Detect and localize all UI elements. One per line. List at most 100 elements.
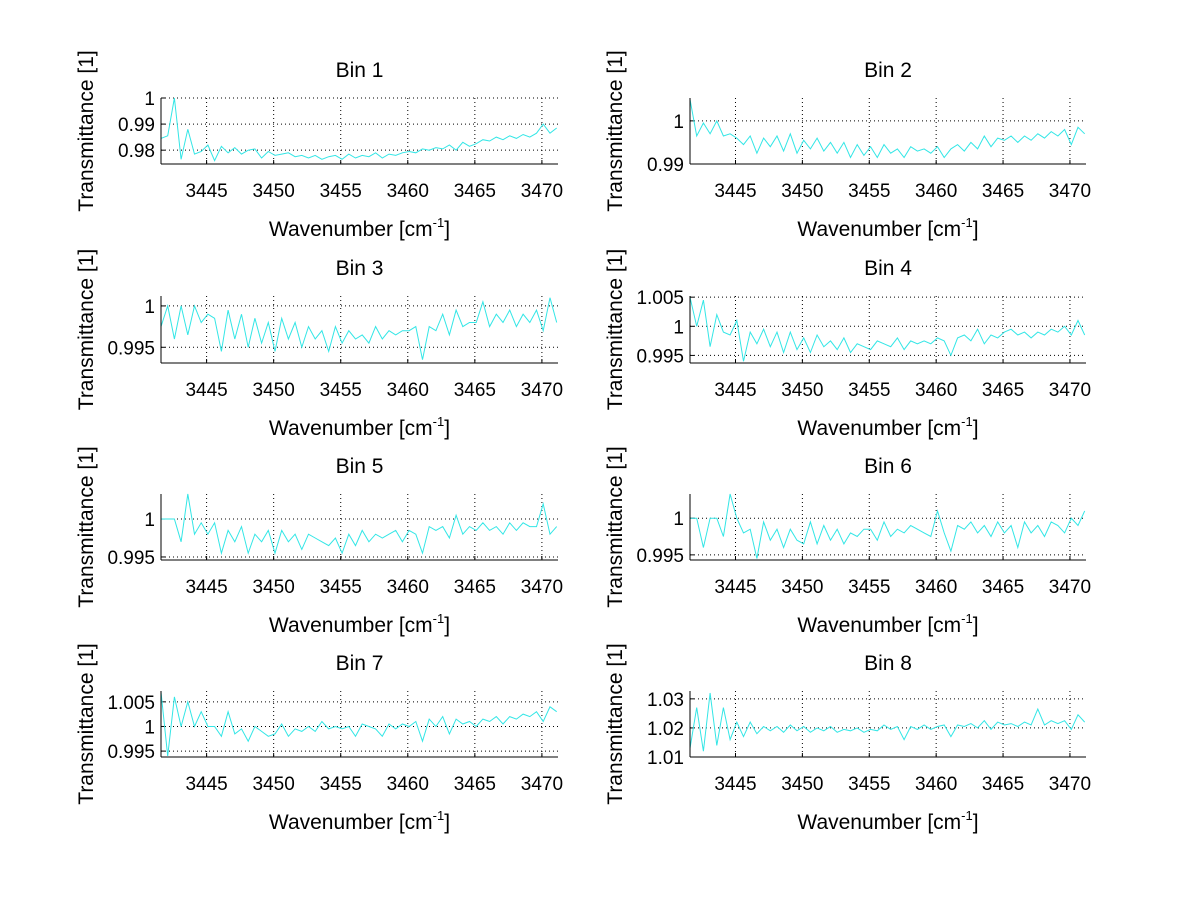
subplot-bin-2: 3445 3450 3455 3460 3465 3470 0.99 1 Bin 2 Wavenu… bbox=[604, 50, 1091, 241]
x-axis-label-main: Wavenumber [cm bbox=[269, 811, 433, 834]
x-tick-label: 3460 bbox=[915, 774, 957, 795]
subplot-bin-7: 3445 3450 3455 3460 3465 3470 0.995 1 1.005 Bin 7… bbox=[75, 643, 563, 834]
subplot-bin-1: 3445 3450 3455 3460 3465 3470 0.98 0.99 1 Bin 1 Wa… bbox=[75, 50, 563, 241]
x-tick-label: 3455 bbox=[320, 577, 362, 598]
x-tick-label: 3465 bbox=[454, 774, 496, 795]
x-axis-label-superscript: -1 bbox=[433, 808, 445, 823]
x-axis-label-superscript: -1 bbox=[961, 414, 973, 429]
subplot-title: Bin 5 bbox=[336, 455, 384, 478]
y-tick-label: 0.995 bbox=[107, 548, 155, 569]
subplot-title: Bin 4 bbox=[864, 257, 912, 280]
x-tick-label: 3450 bbox=[253, 774, 295, 795]
y-axis-label: Transmittance [1] bbox=[604, 249, 627, 410]
x-tick-label: 3455 bbox=[848, 380, 890, 401]
x-tick-label: 3450 bbox=[781, 181, 823, 202]
y-tick-label: 1 bbox=[673, 317, 684, 338]
x-tick-label: 3470 bbox=[521, 774, 563, 795]
series-line-bin-7 bbox=[161, 691, 557, 757]
x-tick-label: 3470 bbox=[521, 577, 563, 598]
x-tick-label: 3450 bbox=[781, 577, 823, 598]
x-tick-label: 3470 bbox=[1049, 577, 1091, 598]
y-tick-label: 0.99 bbox=[647, 155, 684, 176]
series-line-bin-2 bbox=[690, 99, 1086, 159]
y-tick-label: 1.02 bbox=[647, 719, 684, 740]
x-tick-label: 3460 bbox=[387, 181, 429, 202]
subplot-title: Bin 6 bbox=[864, 455, 912, 478]
subplot-bin-4: 3445 3450 3455 3460 3465 3470 0.995 1 1.005 Bin 4… bbox=[604, 249, 1091, 440]
x-tick-label: 3470 bbox=[1049, 380, 1091, 401]
y-tick-label: 1 bbox=[673, 509, 684, 530]
subplot-title: Bin 8 bbox=[864, 652, 912, 675]
y-tick-label: 0.99 bbox=[118, 115, 155, 136]
y-axis-label: Transmittance [1] bbox=[604, 50, 627, 211]
x-axis-label-main: Wavenumber [cm bbox=[269, 417, 433, 440]
x-axis-label-main: Wavenumber [cm bbox=[797, 811, 961, 834]
y-tick-label: 0.98 bbox=[118, 141, 155, 162]
x-tick-label: 3465 bbox=[982, 181, 1024, 202]
series-line-bin-1 bbox=[161, 97, 558, 162]
series-line-bin-4 bbox=[690, 297, 1086, 362]
y-tick-label: 1 bbox=[144, 510, 155, 531]
x-axis-label-superscript: -1 bbox=[433, 611, 445, 626]
y-axis-label: Transmittance [1] bbox=[75, 643, 98, 804]
series-line-bin-5 bbox=[161, 493, 558, 556]
x-axis-label: Wavenumber [cm-1] bbox=[797, 215, 978, 241]
x-tick-label: 3460 bbox=[915, 577, 957, 598]
subplot-bin-5: 3445 3450 3455 3460 3465 3470 0.995 1 Bin 5 Waven… bbox=[75, 446, 563, 637]
x-axis-label: Wavenumber [cm-1] bbox=[269, 215, 450, 241]
y-axis-label: Transmittance [1] bbox=[75, 249, 98, 410]
x-axis-label-main: Wavenumber [cm bbox=[269, 218, 433, 241]
x-tick-label: 3465 bbox=[454, 380, 496, 401]
y-tick-label: 0.995 bbox=[107, 742, 155, 763]
x-tick-label: 3450 bbox=[253, 577, 295, 598]
x-tick-label: 3445 bbox=[185, 181, 227, 202]
x-tick-label: 3470 bbox=[521, 380, 563, 401]
x-axis-label-close: ] bbox=[444, 417, 450, 440]
x-axis-label-main: Wavenumber [cm bbox=[797, 614, 961, 637]
subplot-bin-8: 3445 3450 3455 3460 3465 3470 1.01 1.02 1.03 Bin … bbox=[604, 643, 1091, 834]
y-tick-label: 0.995 bbox=[636, 346, 684, 367]
y-tick-label: 0.995 bbox=[107, 338, 155, 359]
x-tick-label: 3460 bbox=[915, 181, 957, 202]
x-axis-label-main: Wavenumber [cm bbox=[797, 218, 961, 241]
x-tick-label: 3455 bbox=[848, 774, 890, 795]
x-tick-label: 3455 bbox=[848, 577, 890, 598]
x-axis-label: Wavenumber [cm-1] bbox=[797, 611, 978, 637]
x-tick-label: 3450 bbox=[781, 774, 823, 795]
x-tick-label: 3455 bbox=[320, 181, 362, 202]
x-axis-label-close: ] bbox=[444, 614, 450, 637]
x-axis-label-close: ] bbox=[444, 811, 450, 834]
x-axis-label-close: ] bbox=[444, 218, 450, 241]
x-axis-label: Wavenumber [cm-1] bbox=[797, 414, 978, 440]
x-tick-label: 3460 bbox=[387, 774, 429, 795]
subplot-title: Bin 1 bbox=[336, 59, 384, 82]
x-tick-label: 3460 bbox=[387, 380, 429, 401]
x-tick-label: 3455 bbox=[320, 380, 362, 401]
x-tick-label: 3465 bbox=[454, 181, 496, 202]
x-tick-label: 3460 bbox=[915, 380, 957, 401]
y-axis-label: Transmittance [1] bbox=[604, 643, 627, 804]
subplot-title: Bin 7 bbox=[336, 652, 384, 675]
x-tick-label: 3445 bbox=[714, 380, 756, 401]
y-tick-label: 1 bbox=[673, 112, 684, 133]
x-tick-label: 3460 bbox=[387, 577, 429, 598]
subplot-bin-6: 3445 3450 3455 3460 3465 3470 0.995 1 Bin 6 Waven… bbox=[604, 446, 1091, 637]
x-tick-label: 3450 bbox=[253, 181, 295, 202]
x-tick-label: 3445 bbox=[714, 181, 756, 202]
x-axis-label-superscript: -1 bbox=[433, 414, 445, 429]
x-axis-label-superscript: -1 bbox=[961, 215, 973, 230]
y-axis-label: Transmittance [1] bbox=[75, 50, 98, 211]
y-axis-label: Transmittance [1] bbox=[604, 446, 627, 607]
x-tick-label: 3445 bbox=[185, 774, 227, 795]
series-line-bin-8 bbox=[690, 692, 1086, 752]
x-tick-label: 3450 bbox=[781, 380, 823, 401]
subplot-title: Bin 2 bbox=[864, 59, 912, 82]
y-tick-label: 1 bbox=[144, 717, 155, 738]
y-tick-label: 0.995 bbox=[636, 546, 684, 567]
x-tick-label: 3470 bbox=[1049, 774, 1091, 795]
subplot-bin-3: 3445 3450 3455 3460 3465 3470 0.995 1 Bin 3 Waven… bbox=[75, 249, 563, 440]
x-tick-label: 3470 bbox=[1049, 181, 1091, 202]
x-tick-label: 3455 bbox=[320, 774, 362, 795]
x-axis-label-close: ] bbox=[973, 614, 979, 637]
